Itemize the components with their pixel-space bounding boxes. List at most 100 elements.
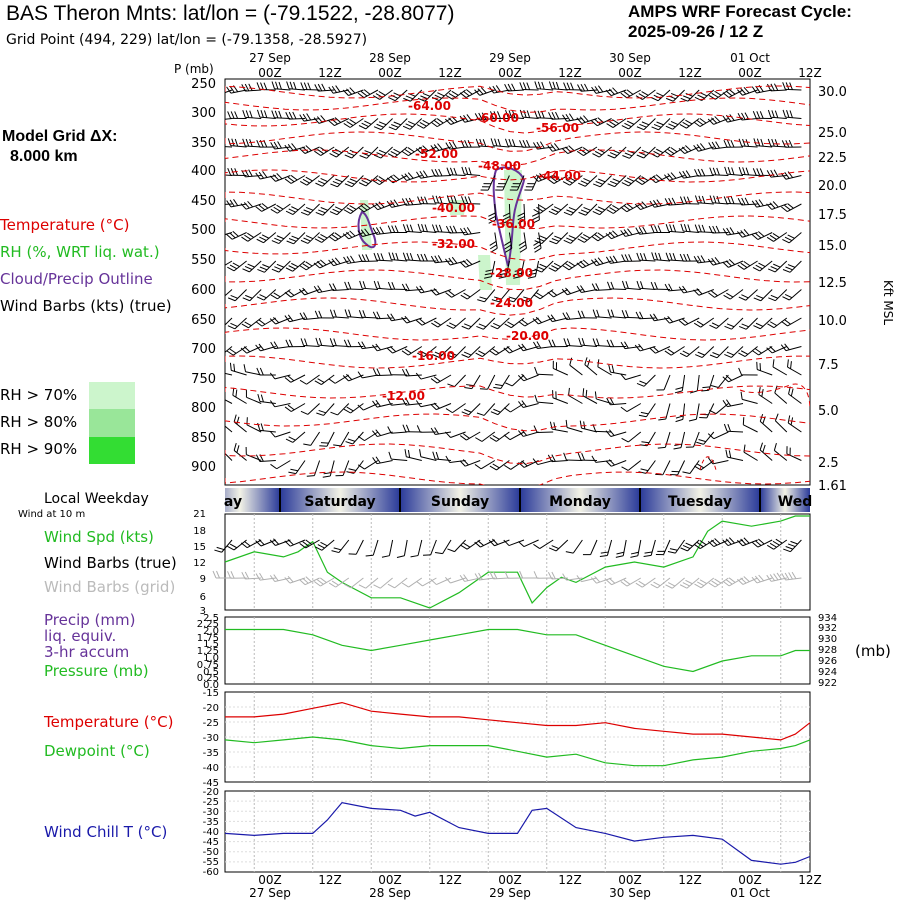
wind-barb: [269, 430, 291, 438]
wind-barb: [314, 310, 335, 319]
wind-barb: [330, 175, 350, 188]
wind-barb: [766, 201, 787, 210]
wind-y-tick: 6: [200, 592, 206, 603]
wind-barb: [636, 252, 656, 262]
wind-barb: [365, 539, 379, 557]
wind-barb: [655, 460, 671, 476]
wind-barb: [774, 413, 788, 433]
wind-barb: [445, 256, 466, 266]
wind-barb: [563, 232, 583, 244]
wind-barb: [256, 289, 277, 301]
wind-barb: [621, 175, 642, 187]
legend-wind-chill: Wind Chill T (°C): [44, 823, 168, 841]
isotherm-label: -60.00: [476, 111, 519, 125]
sounding-panel: -64.00 -60.00 -56.00 -52.00 -48.00 -44.0…: [191, 77, 895, 494]
wind-barb: [548, 81, 568, 91]
legend-rh70: RH > 70%: [0, 386, 78, 404]
wind-barb: [300, 82, 320, 91]
wind-barb: [722, 259, 744, 268]
height-tick: 20.0: [818, 179, 847, 194]
wind-barb: [401, 146, 423, 157]
wind-barb: [781, 203, 802, 213]
wind-barb: [459, 459, 481, 467]
precip-y-tick: 0.0: [203, 680, 219, 691]
wind-barb: [753, 289, 773, 302]
wind-barb: [534, 394, 554, 404]
wind-barb: [505, 109, 525, 119]
wind-barb: [477, 289, 496, 303]
pressure-tick: 700: [191, 342, 216, 357]
wind-barb: [316, 403, 335, 416]
wind-barb: [780, 343, 802, 352]
height-tick: 25.0: [818, 126, 847, 141]
wind-barb: [620, 89, 642, 99]
wind-barb: [563, 82, 583, 91]
wind-barb: [431, 89, 452, 102]
isotherm-label: -12.00: [382, 389, 425, 403]
precip-y-tick: 2.25: [197, 619, 219, 630]
wind-barb: [635, 226, 656, 235]
precip-y-tick: 1.25: [197, 646, 219, 657]
wind-barb: [738, 346, 758, 357]
legend-rh80: RH > 80%: [0, 413, 78, 431]
wind-barb: [242, 109, 262, 119]
top-hour-6: 00Z: [618, 66, 642, 80]
wind-barb: [636, 118, 656, 131]
wind-barb: [696, 431, 715, 445]
wind-barb: [621, 280, 641, 290]
wind-10m-label: Wind at 10 m: [18, 509, 86, 520]
isotherm: [225, 471, 810, 485]
wind-barb: [708, 141, 729, 150]
wind-barb: [269, 400, 291, 408]
wind-barb: [520, 289, 539, 303]
wind-barb: [300, 232, 320, 244]
pressure-y-tick: 930: [818, 634, 837, 645]
wind-barb: [329, 146, 350, 158]
wind-barb: [737, 576, 758, 585]
wind-barb: [667, 539, 686, 554]
wind-barb: [766, 83, 787, 92]
wind-barb: [444, 576, 466, 584]
wind-barb: [432, 346, 452, 358]
wind-barb: [269, 372, 291, 380]
wind-barb: [533, 341, 554, 350]
wind-chill-line: [224, 801, 811, 865]
wind-barb: [519, 109, 539, 119]
wind-barb: [226, 230, 247, 240]
wind-barb: [722, 89, 744, 98]
pressure-tick: 350: [191, 136, 216, 151]
wind-barb: [446, 167, 466, 176]
wind-barb: [657, 431, 671, 449]
chill-y-tick: -30: [203, 807, 219, 818]
wind-barb: [444, 431, 466, 438]
wind-barb: [431, 224, 452, 233]
wind-barb: [386, 313, 408, 322]
wind-barb: [766, 232, 788, 242]
wind-barb: [547, 143, 568, 152]
wind-barb: [503, 346, 525, 354]
wind-barb: [707, 256, 729, 266]
wind-barb: [387, 281, 408, 290]
wind-barb: [680, 223, 700, 233]
wind-barb: [787, 359, 802, 376]
wind-barb: [783, 539, 802, 553]
wind-barb: [256, 109, 276, 119]
weekday-label: Tuesday: [668, 494, 732, 510]
wind-barb: [343, 118, 364, 128]
wind-barb: [225, 346, 233, 358]
wind-barb: [534, 366, 554, 376]
wind-barb: [565, 539, 583, 554]
wind-barb: [388, 118, 408, 131]
pressure-tick: 650: [191, 313, 216, 328]
wind-barb: [417, 346, 437, 358]
wind-barb: [445, 455, 466, 464]
wind-barb: [271, 260, 291, 273]
bottom-date-4: 01 Oct: [730, 886, 770, 900]
chill-y-tick: -50: [203, 847, 219, 858]
wind-barb: [284, 539, 306, 547]
height-tick: 15.0: [818, 239, 847, 254]
wind-barb: [504, 83, 525, 92]
wind-barb: [396, 539, 408, 558]
isotherm: [739, 383, 810, 411]
wind-barb: [607, 309, 627, 319]
